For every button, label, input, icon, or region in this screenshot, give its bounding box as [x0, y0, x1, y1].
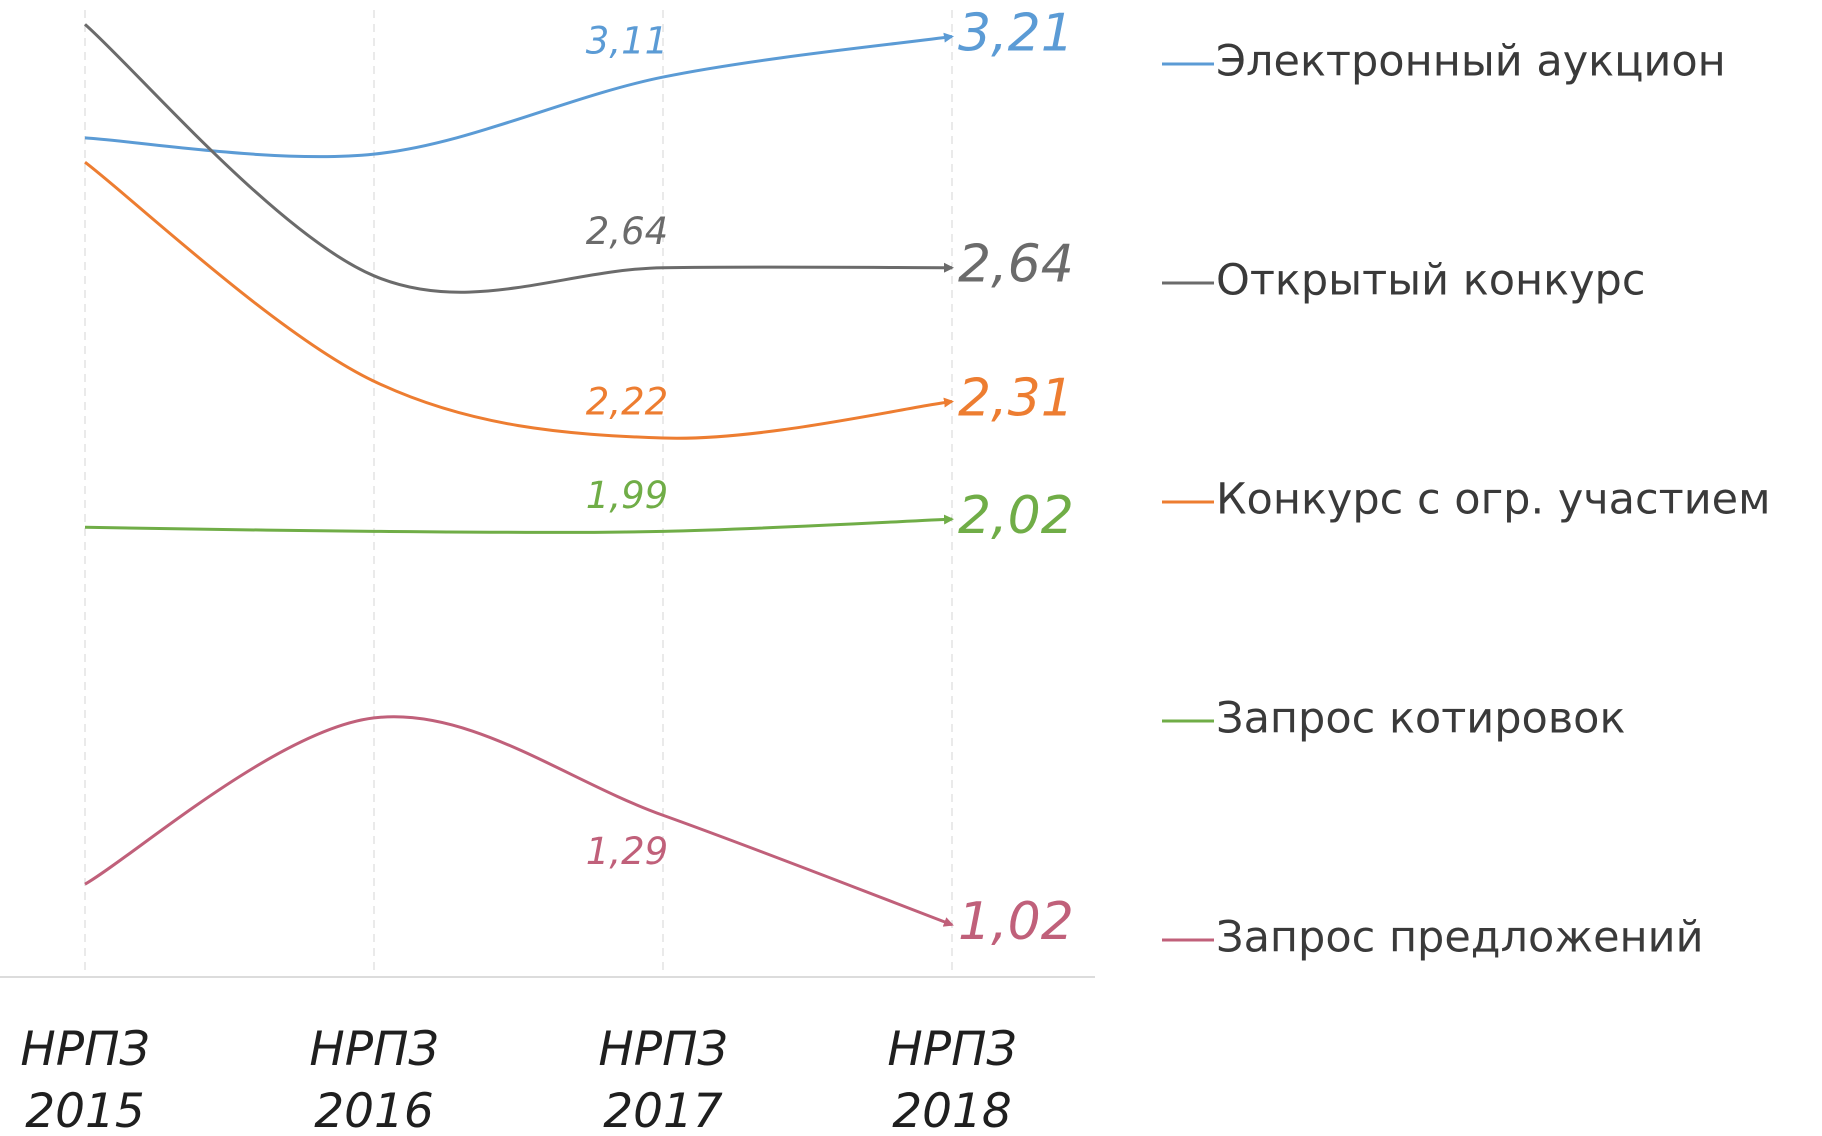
x-tick-label: НРПЗ 2017	[598, 1022, 727, 1136]
value-label: 2,64	[586, 210, 668, 253]
legend-label: Запрос котировок	[1216, 694, 1625, 744]
series-line	[84, 32, 954, 159]
series-line	[84, 715, 954, 927]
legend-label: Электронный аукцион	[1216, 37, 1726, 87]
legend-label: Открытый конкурс	[1216, 256, 1645, 306]
end-value-label: 2,64	[958, 235, 1074, 295]
series-line	[84, 23, 954, 294]
end-value-label: 3,21	[958, 4, 1074, 64]
series-line	[84, 514, 954, 534]
x-tick-label: НРПЗ 2016	[309, 1022, 438, 1136]
end-value-label: 2,31	[958, 369, 1074, 429]
value-label: 3,11	[586, 20, 668, 63]
legend-label: Запрос предложений	[1216, 913, 1704, 963]
value-label: 1,99	[586, 474, 668, 517]
end-value-label: 2,02	[958, 486, 1074, 546]
value-label: 1,29	[586, 830, 668, 873]
value-label: 2,22	[586, 381, 668, 424]
series-line	[84, 161, 954, 440]
legend-label: Конкурс с огр. участием	[1216, 475, 1771, 525]
end-value-label: 1,02	[958, 892, 1074, 952]
x-tick-label: НРПЗ 2015	[20, 1022, 149, 1136]
x-tick-label: НРПЗ 2018	[887, 1022, 1016, 1136]
